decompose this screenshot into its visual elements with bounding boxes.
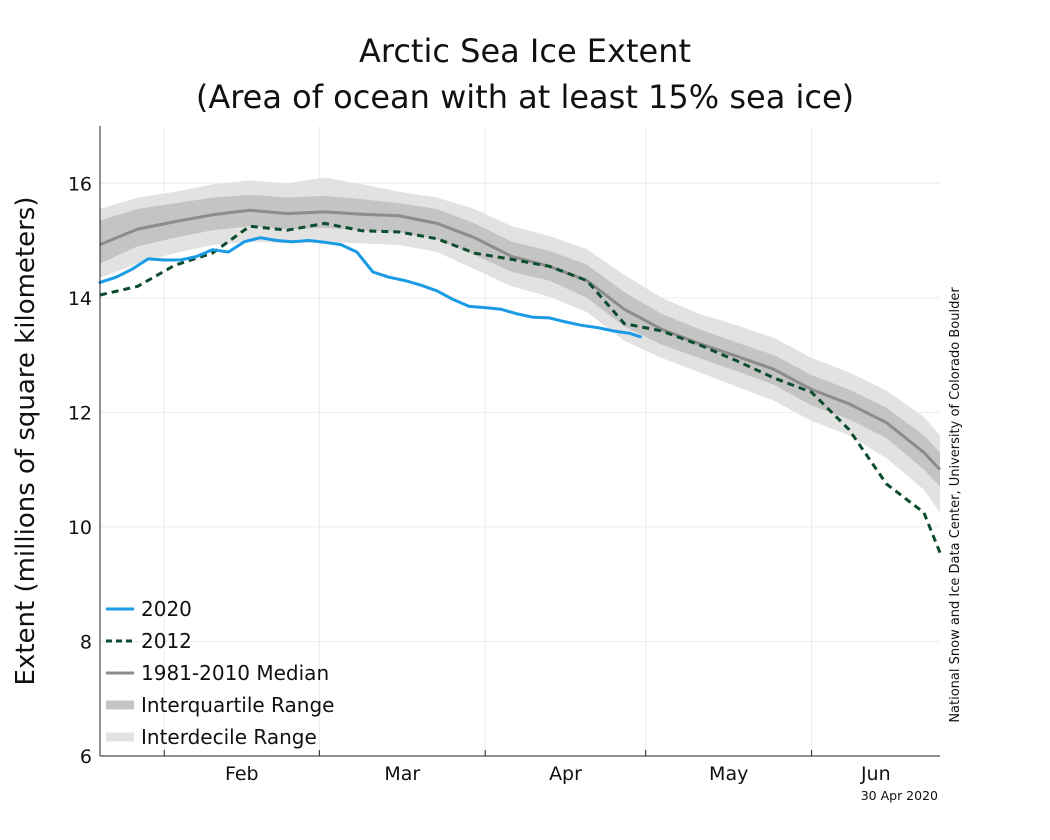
- x-tick-label-jun: Jun: [860, 763, 891, 785]
- series-lines: [98, 208, 942, 554]
- y-tick-label-12: 12: [68, 402, 92, 424]
- date-stamp: 30 Apr 2020: [861, 788, 938, 803]
- y-tick-label-10: 10: [68, 517, 92, 539]
- legend: 2020 2012 1981-2010 Median Interquartile Ra…: [106, 597, 334, 749]
- legend-label-interquartile-range: Interquartile Range: [141, 693, 334, 717]
- x-tick-label-may: May: [709, 763, 748, 785]
- chart-subtitle: (Area of ocean with at least 15% sea ice…: [196, 78, 854, 116]
- y-axis-label: Extent (millions of square kilometers): [11, 197, 41, 686]
- median-line: [99, 208, 942, 471]
- legend-label-1981-2010-median: 1981-2010 Median: [141, 661, 329, 685]
- y-tick-label-8: 8: [80, 631, 92, 653]
- x-tick-label-mar: Mar: [384, 763, 420, 785]
- chart-title: Arctic Sea Ice Extent: [359, 32, 691, 70]
- range-bands: [100, 177, 940, 513]
- interquartile-band: [100, 194, 940, 487]
- credit-text: National Snow and Ice Data Center, Unive…: [948, 287, 963, 723]
- x-tick-label-apr: Apr: [549, 763, 582, 785]
- series-2020-line: [98, 236, 642, 339]
- y-tick-label-16: 16: [68, 173, 92, 195]
- legend-label-2020: 2020: [141, 597, 192, 621]
- x-tick-label-feb: Feb: [225, 763, 259, 785]
- x-tick-labels: Feb Mar Apr May Jun: [225, 763, 891, 785]
- y-tick-label-6: 6: [80, 746, 92, 768]
- y-tick-labels: 6 8 10 12 14 16: [68, 173, 92, 768]
- series-2012-line: [99, 221, 942, 554]
- legend-label-2012: 2012: [141, 629, 192, 653]
- legend-label-interdecile-range: Interdecile Range: [141, 725, 317, 749]
- axes: [99, 126, 940, 757]
- y-tick-label-14: 14: [68, 288, 92, 310]
